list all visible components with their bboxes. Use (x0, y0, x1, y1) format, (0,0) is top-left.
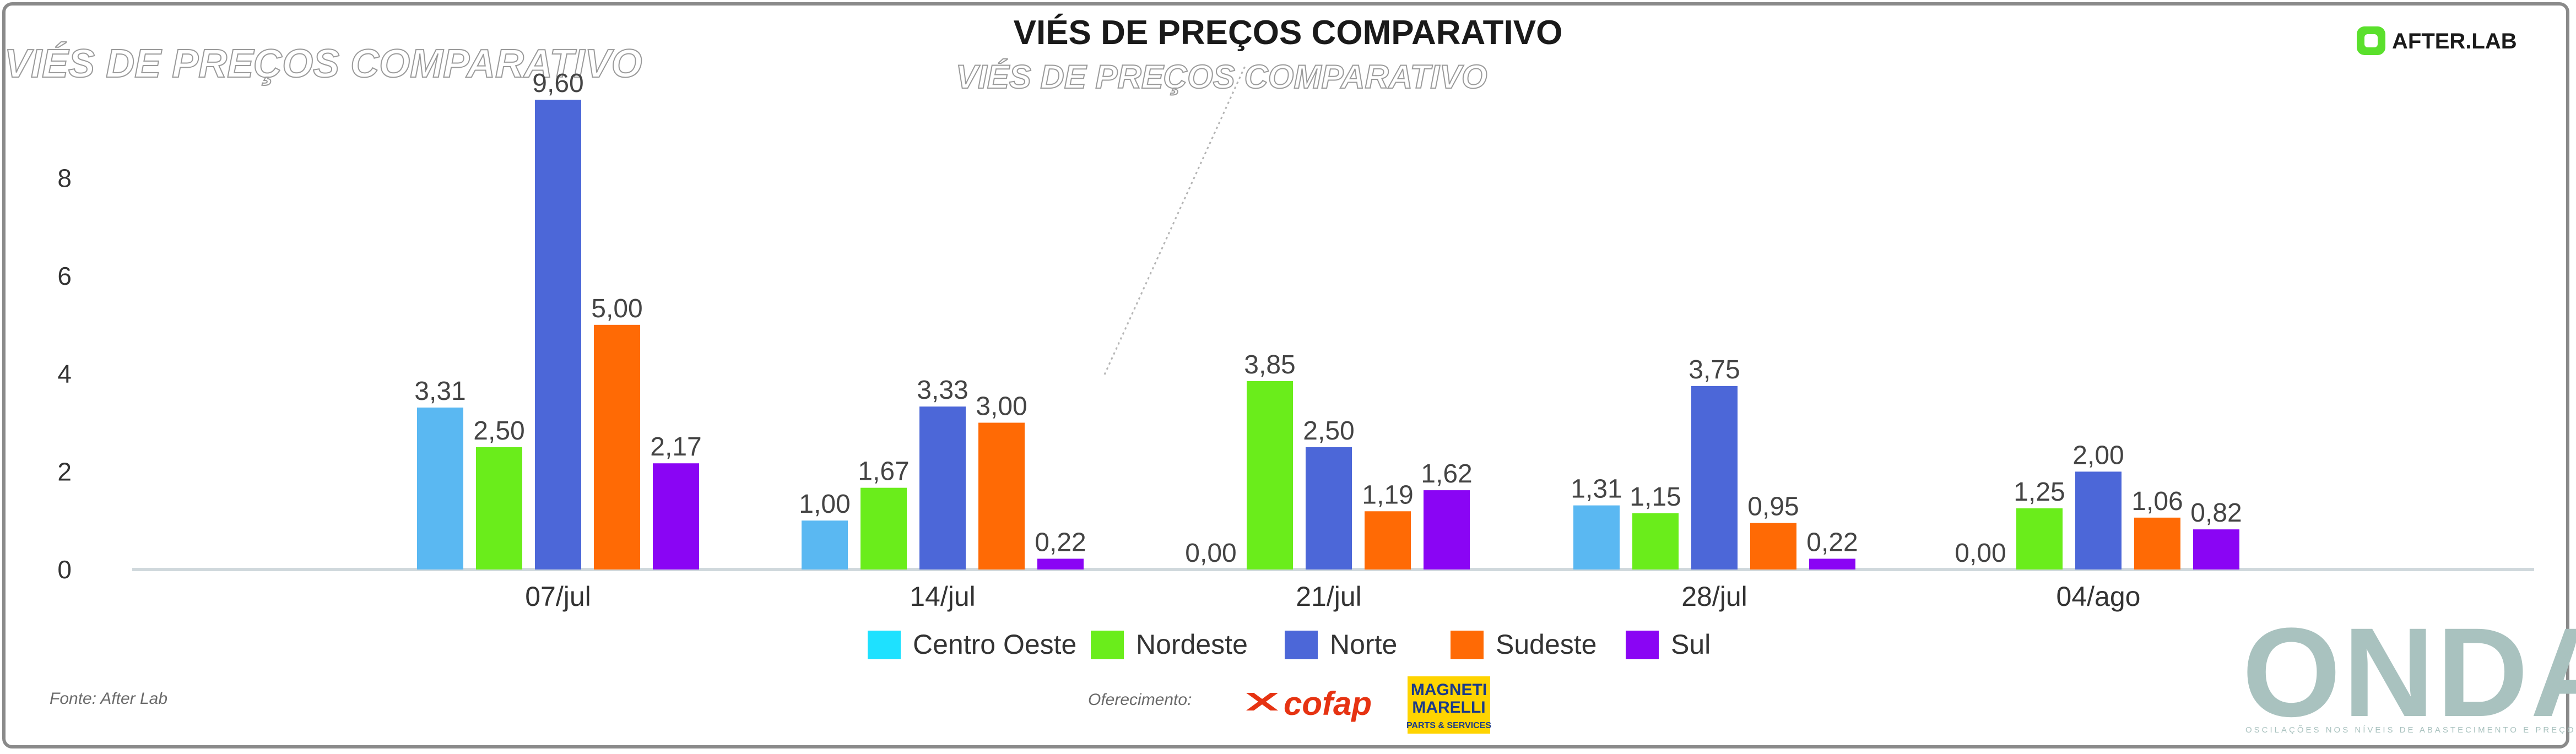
bar (2193, 529, 2239, 569)
bar (476, 447, 522, 569)
data-label: 3,85 (1244, 350, 1295, 379)
data-label: 0,22 (1806, 528, 1858, 557)
y-tick-label: 0 (57, 555, 72, 584)
legend-swatch (1451, 631, 1484, 659)
x-tick-label: 07/jul (525, 581, 591, 612)
data-label: 2,00 (2072, 441, 2124, 470)
data-label: 1,31 (1571, 475, 1622, 504)
bar (1037, 558, 1084, 569)
data-label: 2,17 (650, 432, 701, 462)
data-label: 1,19 (1362, 480, 1413, 509)
y-tick-label: 6 (57, 262, 72, 290)
y-tick-label: 8 (57, 164, 72, 192)
data-label: 0,00 (1185, 539, 1236, 568)
bar (417, 407, 463, 569)
onda-watermark: ONDA OSCILAÇÕES NOS NÍVEIS DE ABASTECIME… (2242, 601, 2576, 743)
bar (1247, 381, 1293, 569)
y-tick-label: 4 (57, 360, 72, 388)
data-label: 2,50 (473, 416, 524, 446)
y-tick-label: 2 (57, 457, 72, 486)
data-label: 0,00 (1955, 539, 2006, 568)
legend-label: Nordeste (1136, 629, 1248, 660)
source-note: Fonte: After Lab (50, 690, 167, 708)
legend-label: Centro Oeste (913, 629, 1076, 660)
afterlab-logo: AFTER.LAB (2357, 26, 2517, 55)
data-label: 0,22 (1035, 528, 1086, 557)
data-label: 1,25 (2014, 478, 2065, 507)
x-tick-label: 14/jul (910, 581, 976, 612)
magneti-logo-sub: PARTS & SERVICES (1406, 721, 1491, 730)
bar (802, 520, 848, 569)
cofap-logo-icon (1246, 693, 1278, 710)
magneti-marelli-logo: MAGNETI MARELLI PARTS & SERVICES (1406, 676, 1491, 734)
data-label: 1,67 (858, 457, 909, 486)
x-tick-label: 04/ago (2057, 581, 2141, 612)
magneti-logo-line2: MARELLI (1412, 698, 1485, 717)
legend-swatch (1091, 631, 1124, 659)
legend: Centro Oeste Nordeste Norte Sudeste Sul (868, 629, 1711, 660)
bar (978, 422, 1025, 569)
bar (2075, 471, 2122, 569)
data-label: 1,00 (799, 490, 850, 519)
sponsors-label: Oferecimento: (1088, 691, 1192, 709)
cofap-logo: cofap (1246, 685, 1372, 722)
data-label: 0,82 (2190, 498, 2242, 528)
bar (1306, 447, 1352, 569)
data-label: 9,60 (532, 69, 583, 98)
chart-title: VIÉS DE PREÇOS COMPARATIVO (1014, 14, 1563, 52)
x-axis: 07/jul 14/jul 21/jul 28/jul 04/ago (525, 581, 2140, 612)
onda-watermark-subtitle: OSCILAÇÕES NOS NÍVEIS DE ABASTECIMENTO E… (2245, 725, 2576, 735)
y-axis: 0 2 4 6 8 (57, 164, 72, 584)
ghost-line (1103, 66, 1246, 375)
legend-label: Sudeste (1496, 629, 1597, 660)
data-label: 0,95 (1747, 492, 1799, 522)
data-label: 3,75 (1689, 355, 1740, 384)
data-label: 1,15 (1630, 482, 1681, 512)
bar (1365, 511, 1411, 569)
onda-watermark-text: ONDA (2242, 601, 2576, 743)
bar (1809, 558, 1855, 569)
data-label: 3,33 (917, 376, 968, 405)
bar (1424, 490, 1470, 569)
legend-swatch (1285, 631, 1318, 659)
bar (861, 487, 907, 569)
bar (2134, 517, 2180, 569)
data-label: 1,06 (2131, 487, 2183, 516)
legend-swatch (1626, 631, 1659, 659)
data-label: 2,50 (1303, 416, 1354, 446)
afterlab-logo-icon-inner (2364, 34, 2378, 47)
bar (919, 406, 966, 569)
data-label: 1,62 (1421, 459, 1472, 489)
bar (1632, 513, 1679, 569)
data-label: 3,00 (976, 392, 1027, 421)
data-label: 5,00 (591, 294, 642, 323)
afterlab-brand-text: AFTER.LAB (2392, 29, 2517, 53)
bar (2016, 508, 2063, 569)
legend-label: Sul (1671, 629, 1711, 660)
cofap-logo-text: cofap (1284, 685, 1372, 722)
legend-label: Norte (1330, 629, 1397, 660)
ghost-text-2: VIÉS DE PREÇOS COMPARATIVO (956, 58, 1487, 95)
bar-plot: 3,31 1,00 0,00 1,31 0,00 2,50 1,67 3,85 1,15 1,25… (414, 69, 2242, 570)
bar (594, 324, 640, 569)
magneti-logo-line1: MAGNETI (1411, 681, 1487, 699)
bar (1750, 523, 1796, 569)
x-tick-label: 28/jul (1681, 581, 1747, 612)
magneti-marelli-logo-badge (1408, 676, 1490, 734)
bar (1573, 505, 1620, 569)
bar (1691, 386, 1738, 569)
bar (653, 463, 699, 569)
bar (535, 100, 581, 570)
legend-swatch (868, 631, 901, 659)
data-label: 3,31 (414, 377, 466, 406)
x-tick-label: 21/jul (1296, 581, 1362, 612)
ghost-text: VIÉS DE PREÇOS COMPARATIVO (4, 42, 642, 86)
